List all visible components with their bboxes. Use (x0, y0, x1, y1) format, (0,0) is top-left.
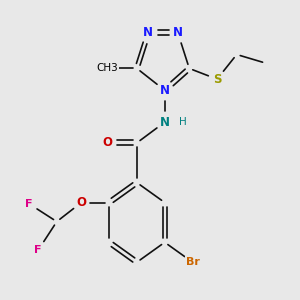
Text: O: O (103, 136, 112, 149)
Text: CH3: CH3 (97, 63, 118, 74)
Text: S: S (213, 73, 221, 86)
Text: N: N (143, 26, 153, 39)
Text: F: F (34, 245, 42, 255)
Text: O: O (76, 196, 86, 209)
Text: F: F (25, 199, 33, 209)
Text: Br: Br (186, 257, 200, 267)
Text: N: N (160, 84, 170, 97)
Text: H: H (179, 117, 187, 127)
Text: N: N (173, 26, 183, 39)
Text: N: N (160, 116, 170, 129)
